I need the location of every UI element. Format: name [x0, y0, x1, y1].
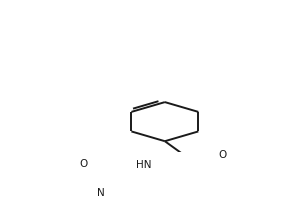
Text: O: O — [79, 159, 87, 169]
Text: N: N — [97, 188, 105, 198]
Text: O: O — [219, 150, 227, 160]
Text: HN: HN — [136, 160, 152, 170]
